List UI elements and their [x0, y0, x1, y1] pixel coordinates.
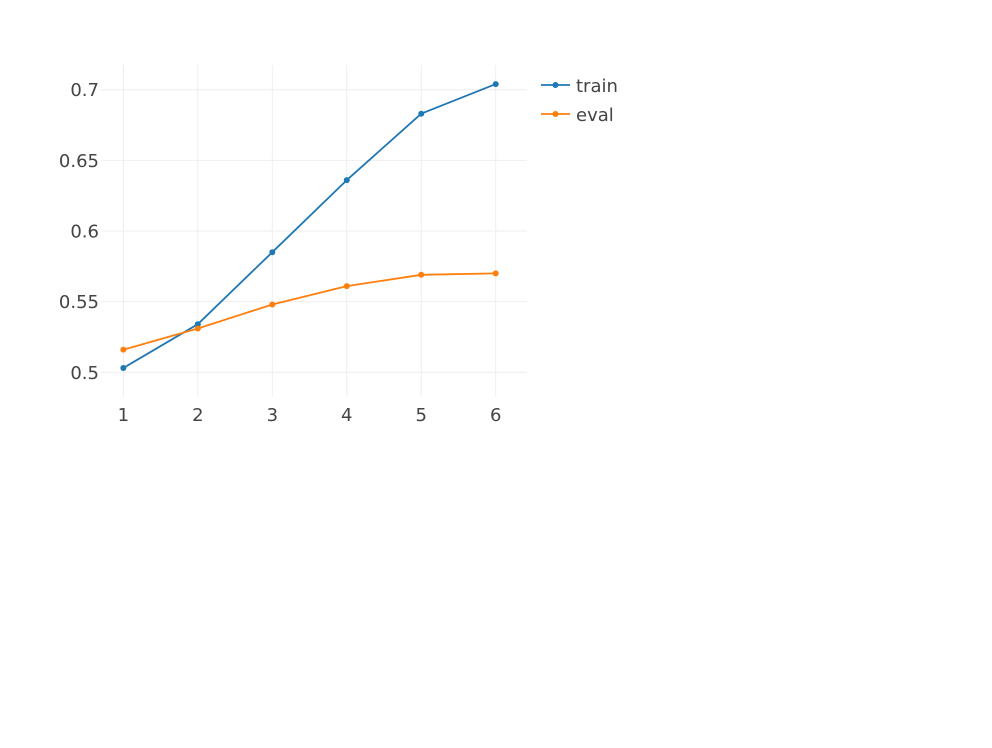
legend-item-eval[interactable]: eval [541, 105, 614, 126]
data-point-train [492, 81, 499, 88]
x-axis-ticks: 1 2 3 4 5 6 [118, 405, 502, 426]
series-line-eval [123, 272, 496, 351]
legend-marker-swatch [552, 82, 559, 88]
x-tick-label: 3 [267, 405, 278, 426]
legend-item-train[interactable]: train [541, 76, 618, 97]
data-point-eval [194, 325, 201, 332]
series-layer [120, 81, 499, 372]
data-point-train [120, 365, 127, 372]
data-point-train [343, 177, 350, 184]
legend-label: train [576, 76, 618, 97]
y-axis-ticks: 0.5 0.55 0.6 0.65 0.7 [59, 80, 99, 384]
x-tick-label: 2 [192, 405, 203, 426]
y-tick-label: 0.6 [70, 222, 99, 243]
data-point-train [194, 321, 201, 328]
y-tick-label: 0.65 [59, 151, 99, 172]
y-tick-label: 0.5 [70, 363, 99, 384]
x-tick-label: 1 [118, 405, 129, 426]
x-tick-label: 5 [416, 405, 427, 426]
y-tick-label: 0.55 [59, 292, 99, 313]
data-point-eval [418, 271, 425, 278]
data-point-eval [269, 301, 276, 308]
legend-marker-swatch [552, 111, 559, 117]
legend-label: eval [576, 105, 614, 126]
data-point-eval [120, 346, 127, 353]
legend[interactable]: train eval [541, 76, 618, 126]
x-tick-label: 4 [341, 405, 352, 426]
data-point-eval [343, 283, 350, 290]
data-point-eval [492, 270, 499, 277]
data-point-train [269, 249, 276, 256]
data-point-train [418, 110, 425, 117]
grid [101, 65, 527, 397]
series-line-train [122, 83, 497, 369]
y-tick-label: 0.7 [70, 80, 99, 101]
x-tick-label: 6 [490, 405, 501, 426]
